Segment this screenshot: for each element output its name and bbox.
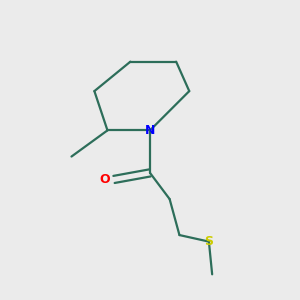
Text: S: S — [204, 235, 213, 248]
Text: N: N — [145, 124, 155, 137]
Text: O: O — [99, 173, 110, 186]
